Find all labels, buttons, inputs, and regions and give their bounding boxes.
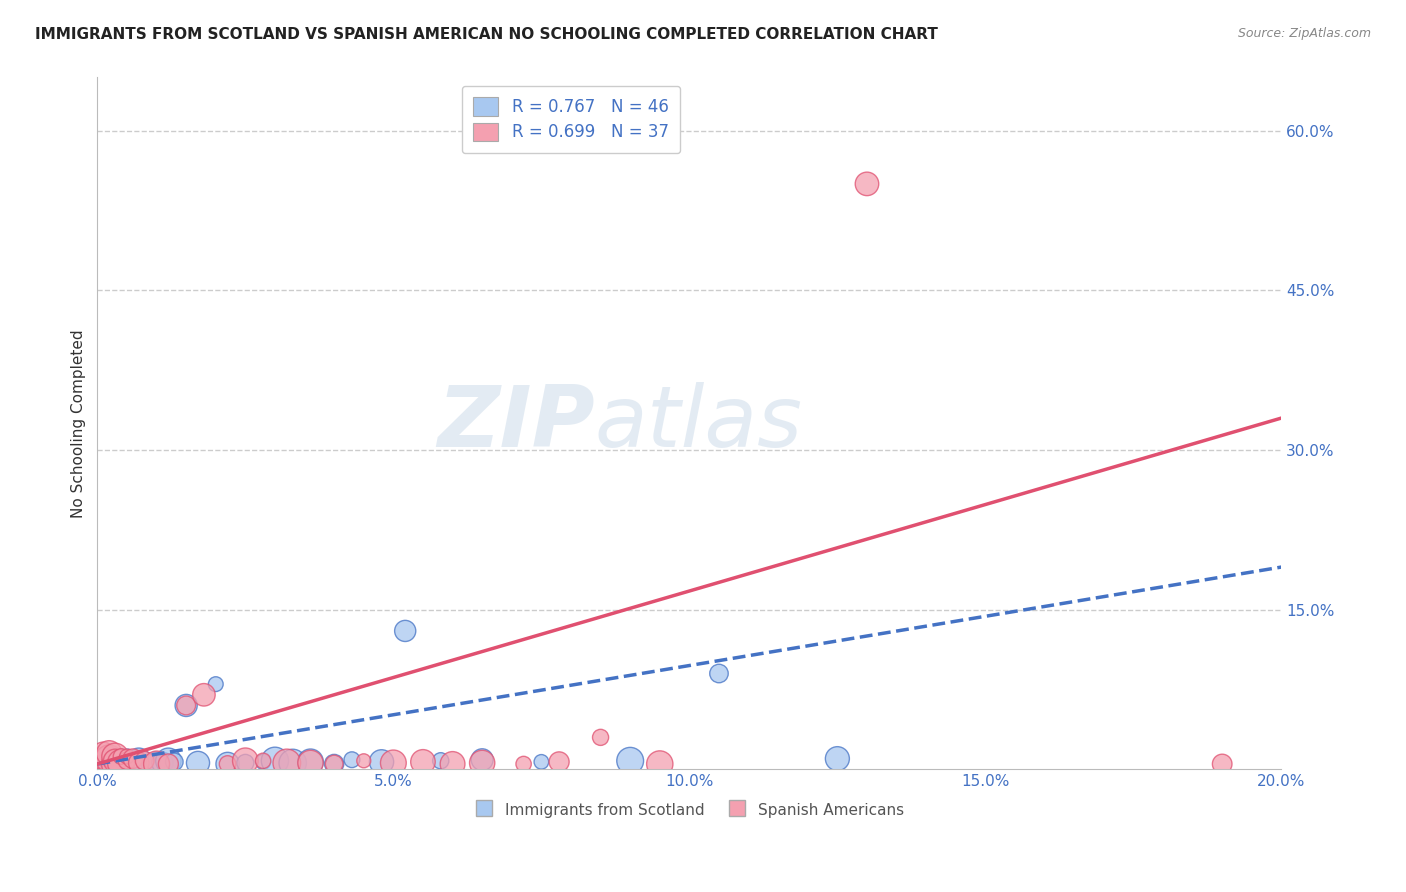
Point: [187, 756, 209, 770]
Point: [394, 624, 416, 638]
Point: [122, 752, 145, 766]
Point: [91, 752, 114, 766]
Point: [548, 755, 571, 769]
Point: [193, 688, 215, 702]
Point: [91, 756, 114, 771]
Point: [139, 756, 162, 771]
Point: [441, 756, 464, 771]
Point: [115, 758, 138, 772]
Point: [145, 755, 167, 769]
Point: [340, 753, 363, 767]
Point: [471, 753, 494, 767]
Point: [115, 749, 138, 764]
Point: [382, 756, 405, 770]
Point: [104, 754, 127, 768]
Point: [471, 756, 494, 770]
Text: atlas: atlas: [595, 382, 803, 465]
Point: [204, 677, 226, 691]
Point: [252, 755, 274, 769]
Point: [163, 755, 186, 769]
Point: [98, 755, 121, 769]
Point: [104, 754, 127, 768]
Point: [512, 756, 534, 771]
Point: [110, 755, 132, 769]
Point: [530, 755, 553, 769]
Y-axis label: No Schooling Completed: No Schooling Completed: [72, 329, 86, 517]
Point: [619, 754, 641, 768]
Point: [115, 755, 138, 769]
Point: [281, 756, 304, 770]
Point: [157, 756, 180, 771]
Point: [115, 754, 138, 768]
Point: [134, 756, 156, 770]
Point: [104, 756, 127, 771]
Point: [98, 752, 121, 766]
Point: [323, 756, 346, 771]
Point: [152, 756, 174, 770]
Point: [370, 755, 392, 769]
Point: [134, 754, 156, 768]
Point: [98, 759, 121, 773]
Point: [110, 756, 132, 770]
Point: [157, 754, 180, 768]
Point: [252, 754, 274, 768]
Point: [122, 758, 145, 772]
Point: [429, 754, 451, 768]
Point: [91, 759, 114, 773]
Point: [648, 756, 671, 771]
Point: [264, 754, 287, 768]
Point: [128, 753, 150, 767]
Point: [91, 754, 114, 768]
Point: [707, 666, 730, 681]
Point: [323, 756, 346, 771]
Point: [91, 756, 114, 771]
Point: [412, 755, 434, 769]
Point: [589, 731, 612, 745]
Point: [235, 756, 257, 770]
Point: [128, 756, 150, 770]
Point: [110, 752, 132, 766]
Point: [104, 749, 127, 764]
Point: [110, 749, 132, 764]
Point: [856, 177, 879, 191]
Point: [115, 752, 138, 766]
Point: [174, 698, 197, 713]
Point: [827, 752, 849, 766]
Point: [353, 754, 375, 768]
Point: [235, 754, 257, 768]
Point: [110, 758, 132, 772]
Point: [145, 756, 167, 771]
Point: [104, 749, 127, 764]
Point: [98, 747, 121, 761]
Point: [98, 756, 121, 771]
Point: [104, 756, 127, 770]
Point: [91, 747, 114, 761]
Point: [122, 754, 145, 768]
Legend: Immigrants from Scotland, Spanish Americans: Immigrants from Scotland, Spanish Americ…: [468, 796, 910, 824]
Text: Source: ZipAtlas.com: Source: ZipAtlas.com: [1237, 27, 1371, 40]
Point: [217, 756, 239, 771]
Text: IMMIGRANTS FROM SCOTLAND VS SPANISH AMERICAN NO SCHOOLING COMPLETED CORRELATION : IMMIGRANTS FROM SCOTLAND VS SPANISH AMER…: [35, 27, 938, 42]
Point: [217, 756, 239, 771]
Text: ZIP: ZIP: [437, 382, 595, 465]
Point: [299, 755, 322, 769]
Point: [299, 756, 322, 770]
Point: [98, 752, 121, 766]
Point: [98, 756, 121, 771]
Point: [104, 759, 127, 773]
Point: [174, 698, 197, 713]
Point: [276, 756, 298, 770]
Point: [128, 756, 150, 771]
Point: [1211, 756, 1233, 771]
